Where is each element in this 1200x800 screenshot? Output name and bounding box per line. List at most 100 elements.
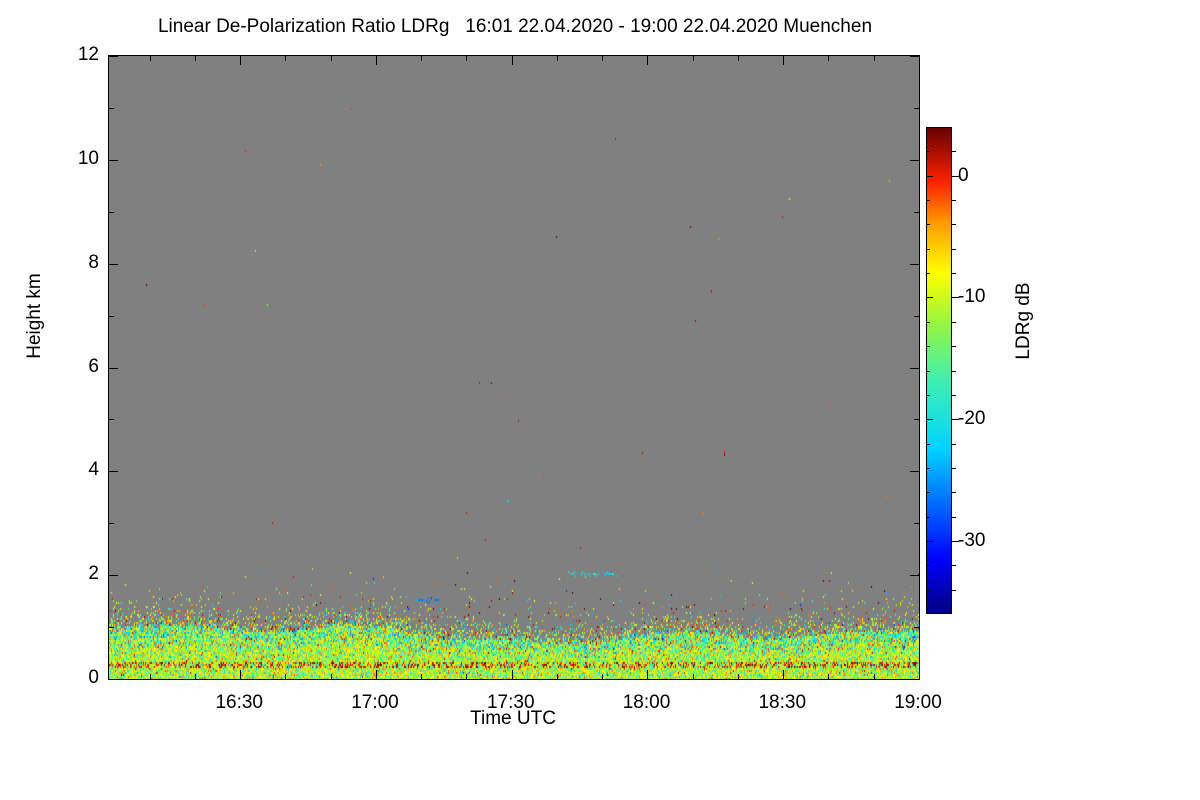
colorbar-tick-minor-left (926, 248, 930, 250)
x-axis-tick-major (375, 670, 377, 679)
x-axis-tick-minor (149, 674, 151, 679)
colorbar-tick-minor-left (926, 467, 930, 469)
colorbar-tick-minor (952, 443, 956, 445)
y-axis-tick-label: 8 (88, 251, 99, 273)
y-axis-tick-minor-right (914, 315, 919, 317)
colorbar-tick-minor-left (926, 273, 930, 275)
x-axis-tick-minor-top (466, 56, 468, 61)
x-axis-tick-minor (285, 674, 287, 679)
y-axis-tick-major (109, 263, 118, 265)
y-axis-tick-major-right (910, 159, 919, 161)
y-axis-tick-minor-right (914, 627, 919, 629)
y-axis-tick-minor-right (914, 419, 919, 421)
x-axis-tick-major (919, 670, 920, 679)
y-axis-tick-minor-right (914, 211, 919, 213)
y-axis-tick-major (109, 159, 118, 161)
colorbar-tick-minor-left (926, 224, 930, 226)
colorbar-tick-minor (952, 370, 956, 372)
x-axis-tick-minor (828, 674, 830, 679)
heatmap-canvas (109, 56, 919, 679)
x-axis-tick-minor-top (828, 56, 830, 61)
colorbar-tick-minor-left (926, 443, 930, 445)
x-axis-tick-major-top (919, 56, 920, 65)
colorbar-tick-major-left (926, 297, 933, 299)
colorbar-tick-label: -20 (958, 408, 986, 430)
x-axis-tick-major (240, 670, 242, 679)
x-axis-tick-label: 18:00 (622, 692, 671, 713)
colorbar-tick-minor (952, 224, 956, 226)
colorbar-tick-major (952, 540, 959, 542)
y-axis-title: Height km (24, 273, 45, 359)
y-axis-tick-minor (109, 523, 114, 525)
x-axis-tick-label: 17:30 (486, 692, 535, 713)
y-axis-tick-minor-right (914, 523, 919, 525)
y-axis-tick-major-right (910, 367, 919, 369)
y-axis-tick-minor-right (914, 107, 919, 109)
y-axis-tick-major-right (910, 471, 919, 473)
x-axis-tick-label: 18:30 (758, 692, 807, 713)
x-axis-tick-major (647, 670, 649, 679)
colorbar-tick-minor-left (926, 394, 930, 396)
colorbar-tick-minor-left (926, 492, 930, 494)
y-axis-tick-minor (109, 627, 114, 629)
y-axis-tick-minor (109, 211, 114, 213)
y-axis-tick-minor (109, 419, 114, 421)
x-axis-tick-minor (692, 674, 694, 679)
y-axis-tick-major (109, 56, 118, 57)
colorbar-tick-minor (952, 248, 956, 250)
colorbar-tick-minor (952, 565, 956, 567)
x-axis-tick-minor (873, 674, 875, 679)
x-axis-tick-minor (602, 674, 604, 679)
x-axis-tick-minor-top (285, 56, 287, 61)
y-axis-tick-minor (109, 107, 114, 109)
x-axis-tick-major-top (375, 56, 377, 65)
x-axis-tick-major-top (647, 56, 649, 65)
colorbar-tick-minor-left (926, 321, 930, 323)
colorbar-tick-minor (952, 516, 956, 518)
plot-area[interactable] (108, 55, 920, 680)
x-axis-tick-major (783, 670, 785, 679)
colorbar-tick-minor (952, 589, 956, 591)
y-axis-tick-major (109, 679, 118, 680)
x-axis-tick-minor-top (194, 56, 196, 61)
x-axis-tick-minor (421, 674, 423, 679)
page-title: Linear De-Polarization Ratio LDRg 16:01 … (157, 16, 873, 37)
colorbar-tick-major-left (926, 540, 933, 542)
x-axis-tick-minor-top (737, 56, 739, 61)
x-axis-tick-minor-top (556, 56, 558, 61)
colorbar-tick-marks (926, 127, 959, 614)
colorbar-tick-minor-left (926, 589, 930, 591)
x-axis-tick-labels: 16:30 17:00 17:30 18:00 18:30 19:00 (108, 678, 941, 718)
x-axis-tick-label: 19:00 (894, 692, 942, 713)
x-axis-tick-minor-top (692, 56, 694, 61)
colorbar-tick-major (952, 175, 959, 177)
colorbar-tick-major-left (926, 419, 933, 421)
colorbar-tick-minor (952, 467, 956, 469)
colorbar-tick-major-left (926, 175, 933, 177)
y-axis-tick-major (109, 575, 118, 577)
colorbar-tick-major (952, 419, 959, 421)
colorbar-tick-labels: 0 -10 -20 -30 (958, 127, 1018, 614)
x-axis-tick-minor (194, 674, 196, 679)
colorbar-tick-label: 0 (958, 164, 969, 186)
x-axis-tick-major-top (240, 56, 242, 65)
x-axis-tick-minor (466, 674, 468, 679)
colorbar-tick-minor (952, 273, 956, 275)
colorbar-tick-minor (952, 394, 956, 396)
x-axis-tick-minor-top (149, 56, 151, 61)
y-axis-tick-label: 2 (88, 563, 99, 585)
y-axis-tick-major-right (910, 679, 919, 680)
colorbar-tick-minor (952, 492, 956, 494)
y-axis-tick-label: 10 (77, 147, 99, 169)
colorbar-tick-minor (952, 200, 956, 202)
y-axis-tick-major-right (910, 263, 919, 265)
y-axis-tick-major (109, 471, 118, 473)
colorbar-tick-minor (952, 151, 956, 153)
y-axis-tick-label: 0 (88, 667, 99, 688)
colorbar-tick-minor-left (926, 200, 930, 202)
y-axis-tick-major-right (910, 56, 919, 57)
x-axis-tick-label: 16:30 (215, 692, 263, 713)
colorbar-tick-minor-left (926, 346, 930, 348)
x-axis-tick-minor (330, 674, 332, 679)
